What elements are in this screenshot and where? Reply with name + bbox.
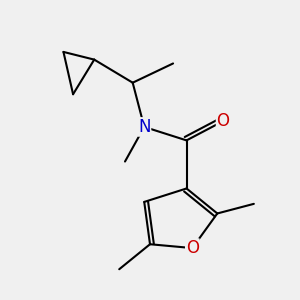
Text: N: N	[138, 118, 151, 136]
Text: O: O	[186, 239, 199, 257]
Text: O: O	[217, 112, 230, 130]
